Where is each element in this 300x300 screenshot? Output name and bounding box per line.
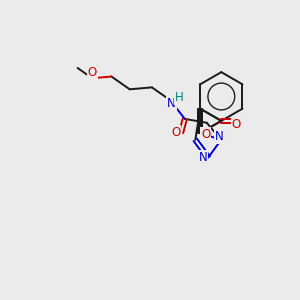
Text: H: H <box>175 91 184 104</box>
Text: N: N <box>199 151 207 164</box>
Text: N: N <box>167 97 176 110</box>
Text: N: N <box>215 130 224 143</box>
Text: O: O <box>201 128 210 141</box>
Text: O: O <box>171 126 180 139</box>
Text: O: O <box>88 66 97 80</box>
Text: O: O <box>232 118 241 131</box>
